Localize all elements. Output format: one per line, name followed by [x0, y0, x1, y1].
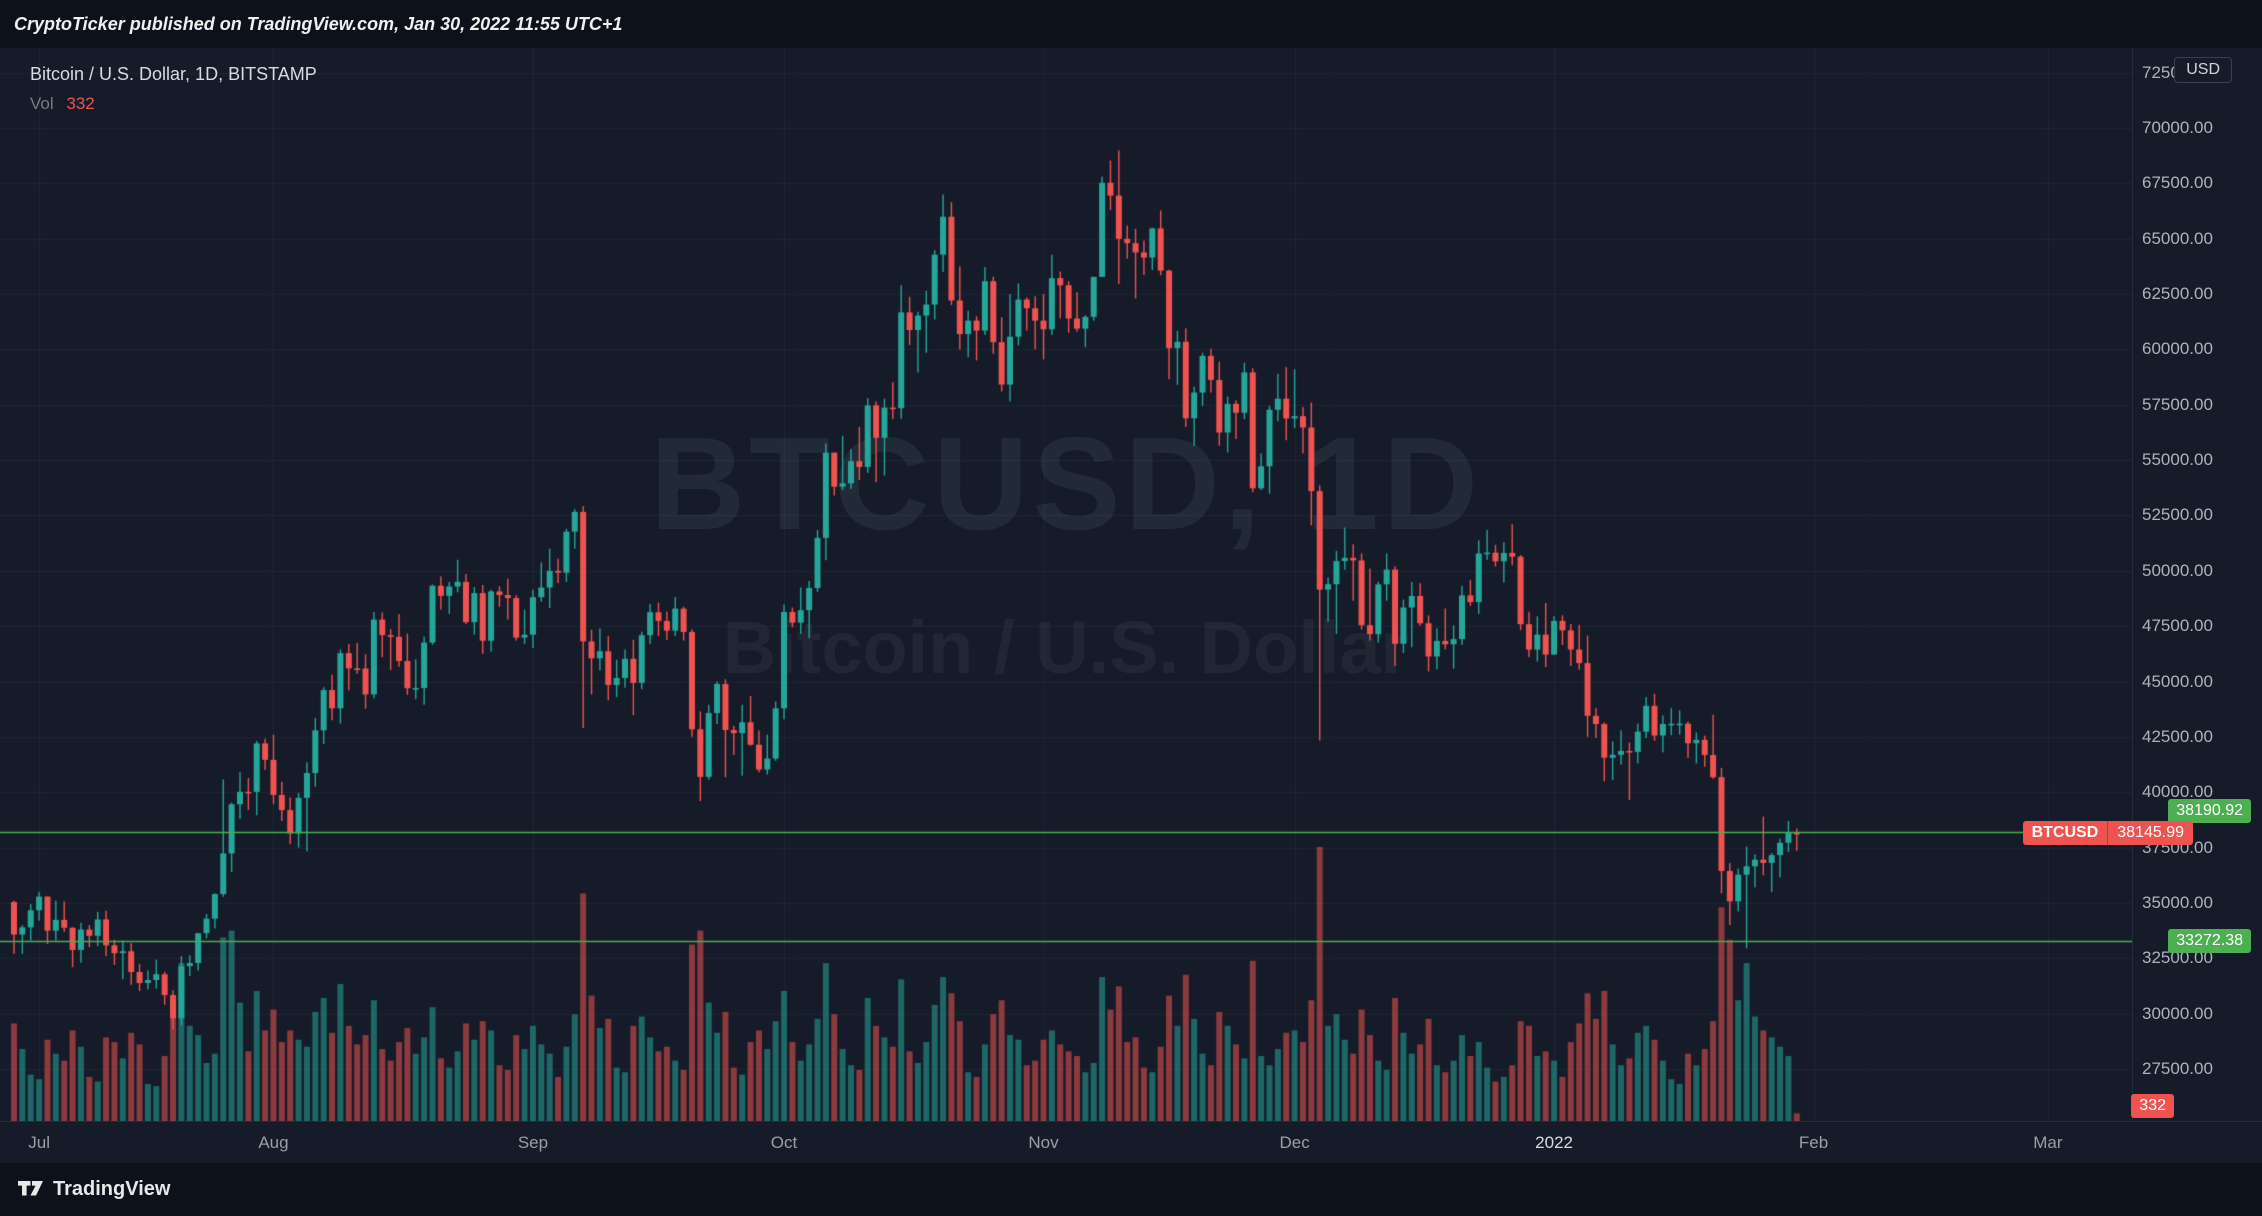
- price-tick-label: 60000.00: [2142, 339, 2213, 359]
- time-tick-label: Mar: [2033, 1133, 2063, 1152]
- price-tick-label: 47500.00: [2142, 616, 2213, 636]
- price-tick-label: 50000.00: [2142, 560, 2213, 580]
- time-tick-label: Dec: [1279, 1133, 1310, 1152]
- price-tick-label: 70000.00: [2142, 118, 2213, 137]
- time-tick-label: Oct: [770, 1133, 798, 1152]
- price-tick-label: 30000.00: [2142, 1003, 2213, 1023]
- legend-volume-row: Vol 332: [30, 94, 317, 114]
- currency-toggle-button[interactable]: USD: [2174, 57, 2232, 83]
- tradingview-logo-icon: [18, 1180, 44, 1200]
- price-axis[interactable]: 27500.00 30000.00 32500.00 35000.00 37500.00…: [2132, 48, 2262, 1121]
- price-tick-label: 55000.00: [2142, 450, 2213, 470]
- candlestick-canvas[interactable]: [0, 48, 2132, 1121]
- price-tick-label: 45000.00: [2142, 671, 2213, 691]
- volume-value: 332: [66, 94, 95, 113]
- legend-symbol-title[interactable]: Bitcoin / U.S. Dollar, 1D, BITSTAMP: [30, 64, 317, 84]
- time-tick-label: Feb: [1798, 1133, 1829, 1152]
- price-tick-label: 62500.00: [2142, 284, 2213, 304]
- footer-bar: TradingView: [0, 1163, 2262, 1216]
- price-tick-label: 35000.00: [2142, 892, 2213, 912]
- tradingview-brand-name: TradingView: [53, 1178, 171, 1200]
- last-price-symbol: BTCUSD: [2022, 821, 2108, 846]
- price-tick-label: 42500.00: [2142, 726, 2213, 746]
- time-tick-label: Nov: [1028, 1133, 1059, 1152]
- chart-legend[interactable]: Bitcoin / U.S. Dollar, 1D, BITSTAMP Vol …: [30, 64, 317, 114]
- last-price-value: 38145.99: [2107, 821, 2193, 846]
- last-price-badge: BTCUSD 38145.99: [2022, 821, 2193, 846]
- volume-axis-badge: 332: [2131, 1094, 2174, 1118]
- chart-area: BTCUSD, 1D Bitcoin / U.S. Dollar Bitcoin…: [0, 48, 2262, 1164]
- level-lower-badge: 33272.38: [2168, 929, 2251, 954]
- volume-label: Vol: [30, 94, 54, 113]
- price-tick-label: 65000.00: [2142, 228, 2213, 248]
- price-tick-label: 40000.00: [2142, 782, 2213, 802]
- price-tick-label: 57500.00: [2142, 394, 2213, 414]
- price-tick-label: 67500.00: [2142, 173, 2213, 193]
- time-tick-label: Jul: [28, 1133, 50, 1152]
- attribution-text: CryptoTicker published on TradingView.co…: [14, 13, 623, 34]
- time-tick-label: 2022: [1535, 1133, 1573, 1152]
- price-tick-label: 27500.00: [2142, 1059, 2213, 1078]
- tradingview-brand-link[interactable]: TradingView: [18, 1178, 170, 1201]
- price-tick-label: 52500.00: [2142, 505, 2213, 525]
- level-upper-badge: 38190.92: [2168, 799, 2251, 824]
- time-tick-label: Aug: [258, 1133, 289, 1152]
- time-axis[interactable]: Jul Aug Sep Oct Nov Dec 2022 Feb Mar: [0, 1121, 2262, 1164]
- time-tick-label: Sep: [517, 1133, 549, 1152]
- attribution-bar: CryptoTicker published on TradingView.co…: [0, 0, 2262, 48]
